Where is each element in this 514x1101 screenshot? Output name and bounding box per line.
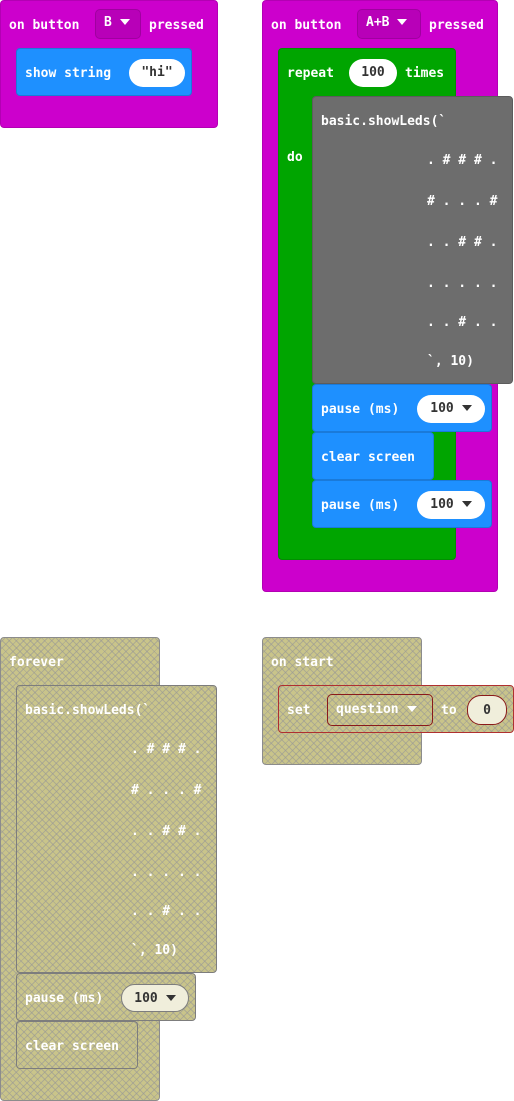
- clear-screen-block[interactable]: clear screen: [312, 432, 434, 480]
- show-leds-close-label: `, 10): [131, 943, 178, 958]
- repeat-count-value: 100: [361, 65, 385, 80]
- show-string-label: show string: [25, 66, 112, 81]
- set-value: 0: [483, 703, 491, 718]
- clear-screen-label: clear screen: [321, 450, 415, 465]
- pause-label: pause (ms): [321, 402, 400, 417]
- string-value-input[interactable]: "hi": [129, 59, 185, 87]
- event-suffix-label: pressed: [429, 18, 484, 33]
- event-suffix-label: pressed: [149, 18, 204, 33]
- led-row-5: . . # . .: [427, 315, 498, 330]
- chevron-down-icon: [461, 404, 472, 411]
- string-value: hi: [149, 65, 165, 80]
- clear-screen-label: clear screen: [25, 1039, 119, 1054]
- forever-label: forever: [9, 655, 64, 670]
- chevron-down-icon: [165, 994, 176, 1001]
- pause-block-2[interactable]: pause (ms) 100: [312, 480, 492, 528]
- pause-value: 100: [430, 401, 454, 416]
- quote-close-icon: ": [164, 65, 173, 80]
- chevron-down-icon: [397, 18, 408, 25]
- forever-pause-block[interactable]: pause (ms) 100: [16, 973, 196, 1021]
- show-leds-open-label: basic.showLeds(`: [321, 114, 447, 129]
- button-select-dropdown[interactable]: A+B: [357, 9, 421, 39]
- on-start-label: on start: [271, 655, 334, 670]
- chevron-down-icon: [461, 500, 472, 507]
- forever-clear-screen-block[interactable]: clear screen: [16, 1021, 138, 1069]
- pause-value-dropdown[interactable]: 100: [417, 491, 485, 519]
- pause-label: pause (ms): [321, 498, 400, 513]
- variable-dropdown[interactable]: question: [327, 694, 433, 726]
- led-row-5: . . # . .: [131, 904, 202, 919]
- led-row-2: # . . . #: [427, 194, 498, 209]
- pause-value: 100: [134, 991, 158, 1006]
- repeat-count-input[interactable]: 100: [349, 59, 397, 87]
- show-string-block[interactable]: show string "hi": [16, 48, 192, 96]
- pause-value-dropdown[interactable]: 100: [417, 395, 485, 423]
- show-leds-close-label: `, 10): [427, 354, 474, 369]
- led-row-3: . . # # .: [131, 824, 202, 839]
- pause-value-dropdown[interactable]: 100: [121, 984, 189, 1012]
- to-label: to: [441, 703, 457, 718]
- pause-block-1[interactable]: pause (ms) 100: [312, 384, 492, 432]
- led-row-2: # . . . #: [131, 783, 202, 798]
- event-label: on button: [9, 18, 80, 33]
- repeat-label: repeat: [287, 66, 334, 81]
- led-row-4: . . . . .: [131, 865, 202, 880]
- chevron-down-icon: [406, 705, 417, 712]
- pause-label: pause (ms): [25, 991, 104, 1006]
- variable-name: question: [336, 702, 399, 717]
- quote-open-icon: ": [141, 65, 150, 80]
- led-row-1: . # # # .: [427, 153, 498, 168]
- led-row-4: . . . . .: [427, 276, 498, 291]
- pause-value: 100: [430, 497, 454, 512]
- button-select-value: B: [104, 15, 112, 30]
- button-select-value: A+B: [366, 15, 390, 30]
- do-label: do: [287, 150, 303, 165]
- times-label: times: [405, 66, 445, 81]
- show-leds-open-label: basic.showLeds(`: [25, 703, 151, 718]
- event-label: on button: [271, 18, 342, 33]
- forever-show-leds-block[interactable]: basic.showLeds(` . # # # . # . . . # . .…: [16, 685, 217, 973]
- show-leds-code-block[interactable]: basic.showLeds(` . # # # . # . . . # . .…: [312, 96, 513, 384]
- led-row-1: . # # # .: [131, 742, 202, 757]
- set-value-input[interactable]: 0: [467, 695, 507, 725]
- button-select-dropdown[interactable]: B: [95, 9, 141, 39]
- chevron-down-icon: [119, 18, 130, 25]
- led-row-3: . . # # .: [427, 235, 498, 250]
- set-label: set: [287, 703, 311, 718]
- set-variable-block[interactable]: set question to 0: [278, 685, 514, 733]
